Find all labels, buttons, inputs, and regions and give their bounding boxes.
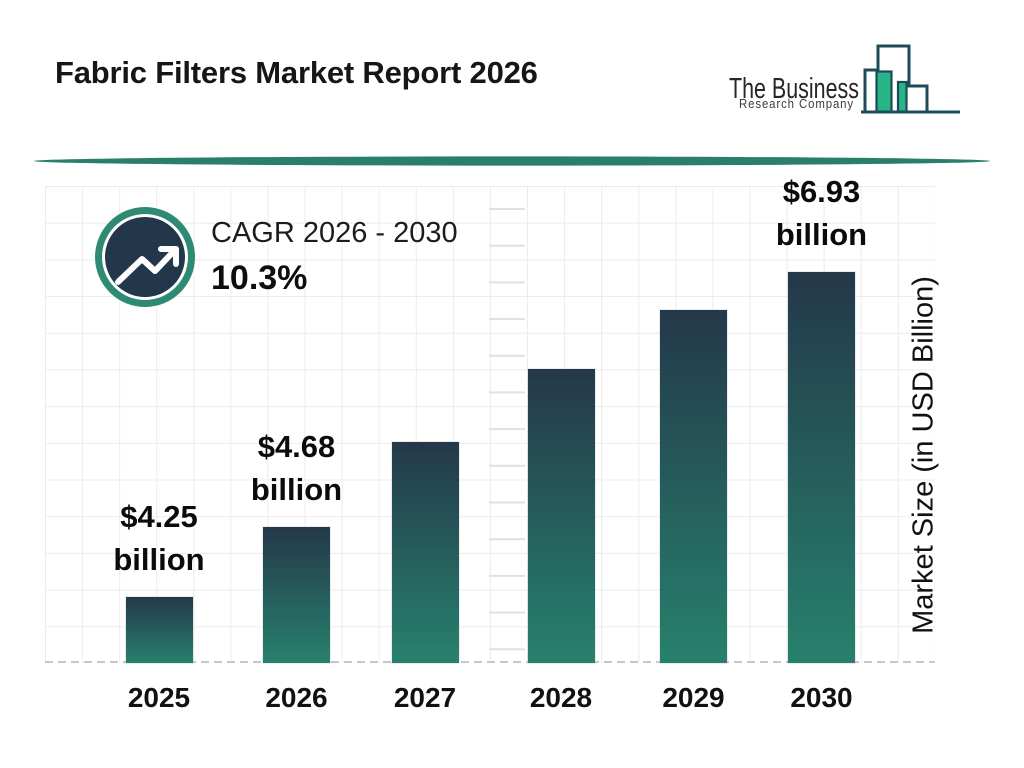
bar-value-label-2025: $4.25 billion (113, 499, 205, 577)
bar-2027 (391, 442, 459, 663)
page-title: Fabric Filters Market Report 2026 (55, 55, 538, 90)
x-tick-2025: 2025 (127, 682, 191, 713)
bar-2025 (125, 597, 193, 663)
company-logo: The Business Research Company (729, 44, 960, 114)
bar-2028 (527, 369, 595, 663)
bar-2030 (788, 272, 855, 663)
x-tick-2029: 2029 (662, 682, 725, 713)
cagr-value: 10.3% (211, 259, 308, 297)
cagr-badge (95, 207, 195, 307)
logo-wordmark: The Business (729, 73, 859, 105)
bar-value-label-2030: $6.93 billion (775, 174, 868, 252)
axis-minor-ticks (489, 186, 525, 663)
logo-bars-icon (861, 44, 960, 114)
y-axis-title: Market Size (in USD Billion) (907, 276, 940, 634)
x-axis-baseline (45, 661, 935, 663)
cagr-period-label: CAGR 2026 - 2030 (211, 217, 458, 249)
bar-2029 (660, 310, 727, 663)
x-tick-2026: 2026 (265, 682, 328, 713)
divider-swoosh (34, 156, 990, 166)
logo-subtext: Research Company (739, 96, 854, 111)
x-tick-2028: 2028 (529, 682, 593, 713)
trending-up-icon (115, 246, 179, 285)
bar-2026 (263, 527, 330, 663)
x-tick-2027: 2027 (393, 682, 457, 713)
bar-value-label-2026: $4.68 billion (250, 429, 343, 507)
x-tick-2030: 2030 (790, 682, 853, 713)
